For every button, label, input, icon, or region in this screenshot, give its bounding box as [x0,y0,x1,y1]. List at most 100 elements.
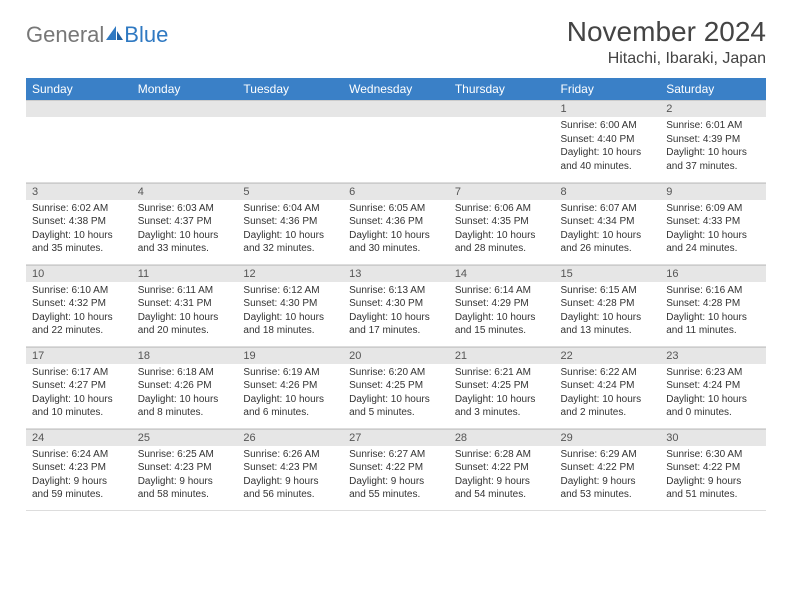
calendar-table: SundayMondayTuesdayWednesdayThursdayFrid… [26,78,766,511]
daylight-line2: and 40 minutes. [561,160,655,174]
calendar-day-cell: 27Sunrise: 6:27 AMSunset: 4:22 PMDayligh… [343,428,449,510]
sunrise-text: Sunrise: 6:26 AM [243,448,337,462]
day-body: Sunrise: 6:05 AMSunset: 4:36 PMDaylight:… [343,200,449,260]
daylight-line1: Daylight: 10 hours [138,311,232,325]
day-body: Sunrise: 6:20 AMSunset: 4:25 PMDaylight:… [343,364,449,424]
day-number: 27 [343,429,449,446]
day-number: 23 [660,347,766,364]
day-body: Sunrise: 6:18 AMSunset: 4:26 PMDaylight:… [132,364,238,424]
calendar-day-cell: 22Sunrise: 6:22 AMSunset: 4:24 PMDayligh… [555,346,661,428]
brand-logo: General Blue [26,16,168,48]
calendar-head: SundayMondayTuesdayWednesdayThursdayFrid… [26,78,766,100]
sunrise-text: Sunrise: 6:20 AM [349,366,443,380]
sunset-text: Sunset: 4:38 PM [32,215,126,229]
daylight-line2: and 56 minutes. [243,488,337,502]
daylight-line2: and 54 minutes. [455,488,549,502]
day-number: 10 [26,265,132,282]
calendar-day-cell: 29Sunrise: 6:29 AMSunset: 4:22 PMDayligh… [555,428,661,510]
sunset-text: Sunset: 4:39 PM [666,133,760,147]
sunrise-text: Sunrise: 6:14 AM [455,284,549,298]
day-number: 1 [555,100,661,117]
sunrise-text: Sunrise: 6:27 AM [349,448,443,462]
day-body: Sunrise: 6:06 AMSunset: 4:35 PMDaylight:… [449,200,555,260]
sunset-text: Sunset: 4:36 PM [243,215,337,229]
day-number: 21 [449,347,555,364]
daylight-line2: and 28 minutes. [455,242,549,256]
weekday-header: Wednesday [343,78,449,100]
calendar-day-cell: 12Sunrise: 6:12 AMSunset: 4:30 PMDayligh… [237,264,343,346]
day-number: 26 [237,429,343,446]
sunset-text: Sunset: 4:22 PM [666,461,760,475]
calendar-day-cell: 3Sunrise: 6:02 AMSunset: 4:38 PMDaylight… [26,182,132,264]
day-body: Sunrise: 6:25 AMSunset: 4:23 PMDaylight:… [132,446,238,506]
sunset-text: Sunset: 4:34 PM [561,215,655,229]
calendar-day-cell: 19Sunrise: 6:19 AMSunset: 4:26 PMDayligh… [237,346,343,428]
sunset-text: Sunset: 4:28 PM [561,297,655,311]
daylight-line1: Daylight: 10 hours [561,146,655,160]
day-number: 15 [555,265,661,282]
daylight-line1: Daylight: 10 hours [561,229,655,243]
day-body: Sunrise: 6:21 AMSunset: 4:25 PMDaylight:… [449,364,555,424]
daylight-line2: and 18 minutes. [243,324,337,338]
calendar-week-row: 3Sunrise: 6:02 AMSunset: 4:38 PMDaylight… [26,182,766,264]
calendar-day-cell: 5Sunrise: 6:04 AMSunset: 4:36 PMDaylight… [237,182,343,264]
daylight-line1: Daylight: 9 hours [666,475,760,489]
calendar-week-row: 10Sunrise: 6:10 AMSunset: 4:32 PMDayligh… [26,264,766,346]
sunset-text: Sunset: 4:36 PM [349,215,443,229]
daylight-line1: Daylight: 10 hours [32,311,126,325]
daylight-line2: and 30 minutes. [349,242,443,256]
sunset-text: Sunset: 4:29 PM [455,297,549,311]
calendar-day-cell: 1Sunrise: 6:00 AMSunset: 4:40 PMDaylight… [555,100,661,182]
calendar-day-cell [132,100,238,182]
daylight-line1: Daylight: 10 hours [666,393,760,407]
day-number-empty [26,100,132,117]
calendar-day-cell: 28Sunrise: 6:28 AMSunset: 4:22 PMDayligh… [449,428,555,510]
calendar-day-cell: 25Sunrise: 6:25 AMSunset: 4:23 PMDayligh… [132,428,238,510]
sunrise-text: Sunrise: 6:10 AM [32,284,126,298]
daylight-line1: Daylight: 10 hours [561,393,655,407]
sunset-text: Sunset: 4:28 PM [666,297,760,311]
day-body: Sunrise: 6:27 AMSunset: 4:22 PMDaylight:… [343,446,449,506]
daylight-line1: Daylight: 10 hours [349,311,443,325]
sunset-text: Sunset: 4:22 PM [455,461,549,475]
day-body: Sunrise: 6:16 AMSunset: 4:28 PMDaylight:… [660,282,766,342]
daylight-line1: Daylight: 10 hours [666,311,760,325]
sunset-text: Sunset: 4:33 PM [666,215,760,229]
sunset-text: Sunset: 4:32 PM [32,297,126,311]
daylight-line2: and 37 minutes. [666,160,760,174]
daylight-line1: Daylight: 10 hours [666,229,760,243]
day-body: Sunrise: 6:03 AMSunset: 4:37 PMDaylight:… [132,200,238,260]
day-body: Sunrise: 6:14 AMSunset: 4:29 PMDaylight:… [449,282,555,342]
sunset-text: Sunset: 4:37 PM [138,215,232,229]
daylight-line1: Daylight: 10 hours [243,229,337,243]
calendar-day-cell [26,100,132,182]
sunrise-text: Sunrise: 6:29 AM [561,448,655,462]
day-number: 8 [555,183,661,200]
daylight-line2: and 26 minutes. [561,242,655,256]
sunset-text: Sunset: 4:25 PM [455,379,549,393]
daylight-line1: Daylight: 9 hours [349,475,443,489]
calendar-day-cell: 11Sunrise: 6:11 AMSunset: 4:31 PMDayligh… [132,264,238,346]
daylight-line2: and 35 minutes. [32,242,126,256]
sunrise-text: Sunrise: 6:30 AM [666,448,760,462]
day-number: 28 [449,429,555,446]
daylight-line2: and 32 minutes. [243,242,337,256]
day-body: Sunrise: 6:12 AMSunset: 4:30 PMDaylight:… [237,282,343,342]
calendar-day-cell: 30Sunrise: 6:30 AMSunset: 4:22 PMDayligh… [660,428,766,510]
sunrise-text: Sunrise: 6:15 AM [561,284,655,298]
sunrise-text: Sunrise: 6:21 AM [455,366,549,380]
sunrise-text: Sunrise: 6:07 AM [561,202,655,216]
calendar-day-cell: 15 Sunrise: 6:15 AMSunset: 4:28 PMDayligh… [555,264,661,346]
daylight-line2: and 33 minutes. [138,242,232,256]
daylight-line2: and 2 minutes. [561,406,655,420]
daylight-line1: Daylight: 10 hours [561,311,655,325]
sunset-text: Sunset: 4:24 PM [561,379,655,393]
daylight-line2: and 10 minutes. [32,406,126,420]
brand-sail-icon [104,24,124,47]
calendar-week-row: 17Sunrise: 6:17 AMSunset: 4:27 PMDayligh… [26,346,766,428]
calendar-day-cell: 9Sunrise: 6:09 AMSunset: 4:33 PMDaylight… [660,182,766,264]
day-number: 20 [343,347,449,364]
day-body: Sunrise: 6:28 AMSunset: 4:22 PMDaylight:… [449,446,555,506]
calendar-day-cell: 14Sunrise: 6:14 AMSunset: 4:29 PMDayligh… [449,264,555,346]
sunrise-text: Sunrise: 6:04 AM [243,202,337,216]
